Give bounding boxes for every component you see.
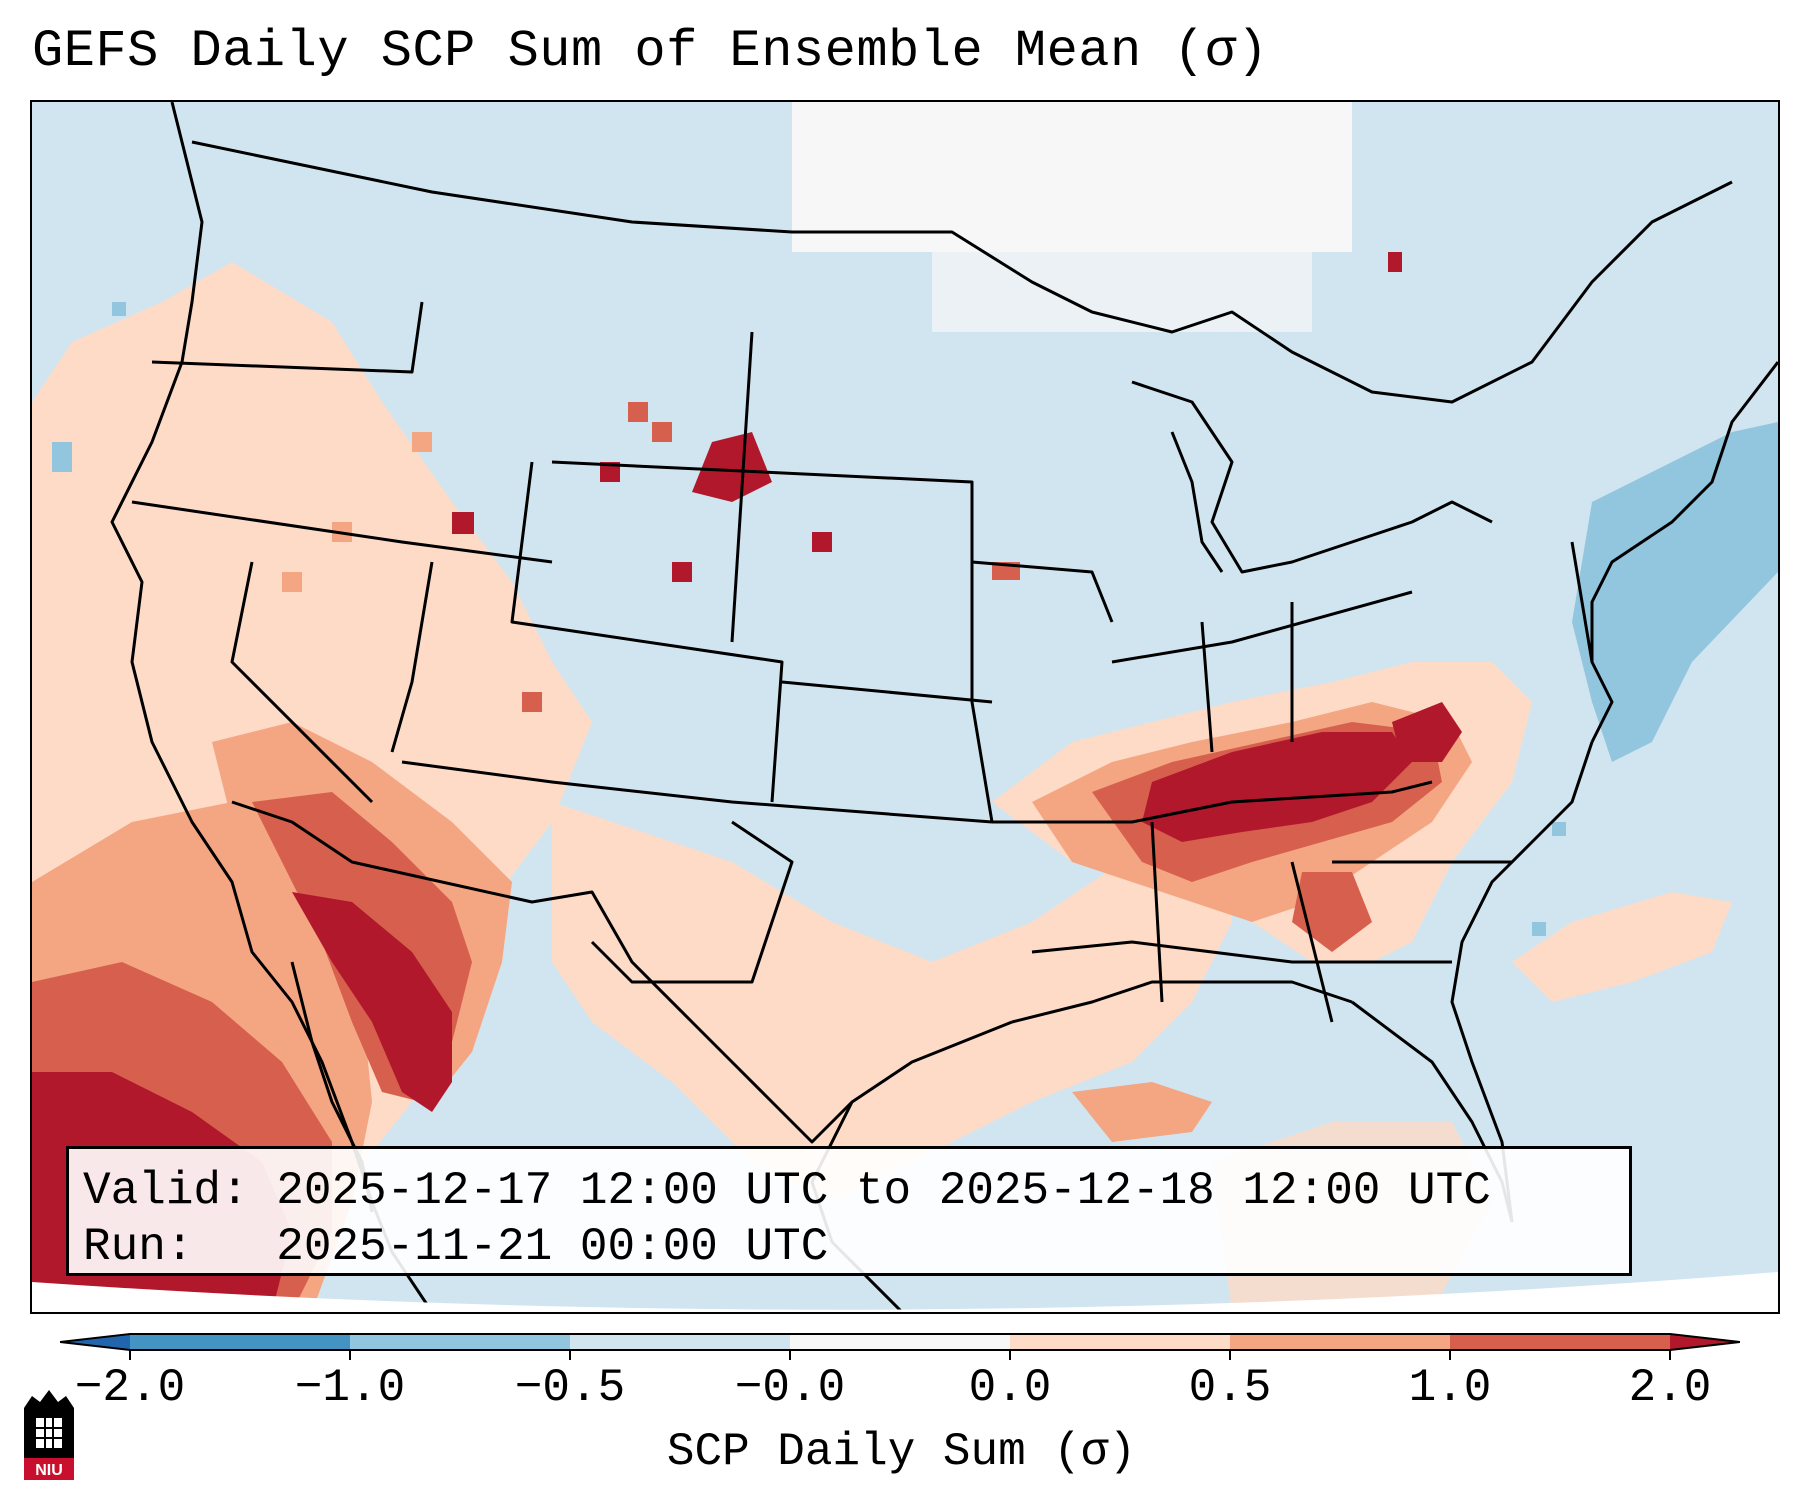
colorbar-tick-label: −0.0 (734, 1362, 846, 1414)
state-line-16 (1150, 821, 1164, 1003)
state-line-6 (510, 461, 784, 803)
map-boundaries (110, 102, 1778, 1312)
canada-border-line (191, 140, 1733, 404)
colorbar-segment (570, 1334, 791, 1350)
colorbar-tick-label: 2.0 (1628, 1362, 1712, 1414)
state-line-9 (781, 680, 993, 704)
state-line-13 (1111, 590, 1413, 664)
state-line-19 (590, 820, 794, 984)
state-line-4 (390, 561, 434, 753)
colorbar-segment (350, 1334, 571, 1350)
colorbar-extend-low (60, 1334, 130, 1350)
state-line-14 (1200, 621, 1214, 753)
colorbar-tick-label: −1.0 (294, 1362, 406, 1414)
gulf-north-coast (1011, 980, 1353, 1024)
colorbar-extend-high (1670, 1334, 1740, 1350)
colorbar-tick-label: −2.0 (74, 1362, 186, 1414)
map-panel (30, 100, 1780, 1314)
field-near-zero-canada (792, 102, 1352, 332)
great-lakes-line (1131, 380, 1493, 574)
colorbar-segments (60, 1333, 1740, 1360)
colorbar-segment (1450, 1334, 1671, 1350)
state-line-10 (971, 560, 1114, 623)
east-coast-line (1590, 361, 1778, 743)
projection-edge (32, 1272, 1778, 1312)
colorbar-tick-label: 1.0 (1408, 1362, 1492, 1414)
state-line-3 (230, 561, 374, 804)
colorbar-label: SCP Daily Sum (σ) (666, 1426, 1137, 1478)
colorbar-segment (1010, 1334, 1231, 1350)
valid-run-info-box: Valid: 2025-12-17 12:00 UTC to 2025-12-1… (66, 1146, 1632, 1276)
colorbar-tick-label: −0.5 (514, 1362, 626, 1414)
lake-michigan-line (1170, 431, 1224, 573)
run-time-line: Run: 2025-11-21 00:00 UTC (83, 1221, 829, 1273)
state-line-18 (1570, 541, 1594, 663)
state-line-8 (551, 460, 994, 823)
colorbar-segment (1230, 1334, 1451, 1350)
niu-logo: NIU (24, 1390, 74, 1480)
colorbar-tick-label: 0.5 (1188, 1362, 1272, 1414)
field-atlantic-negative (1572, 422, 1778, 762)
state-line-11 (992, 780, 1433, 824)
logo-text: NIU (35, 1462, 63, 1479)
colorbar-tick-label: 0.0 (968, 1362, 1052, 1414)
colorbar (60, 1333, 1740, 1360)
state-line-1 (151, 301, 424, 374)
state-line-7 (730, 331, 754, 643)
state-line-17 (1290, 861, 1334, 1023)
state-line-12 (1031, 940, 1452, 964)
chart-title: GEFS Daily SCP Sum of Ensemble Mean (σ) (32, 22, 1269, 81)
colorbar-segment (130, 1334, 351, 1350)
logo-badge (24, 1458, 74, 1480)
florida-east-line (1450, 741, 1594, 1223)
logo-window-grid (36, 1418, 62, 1448)
state-line-2 (131, 500, 553, 564)
valid-time-line: Valid: 2025-12-17 12:00 UTC to 2025-12-1… (83, 1165, 1491, 1217)
scp-map (32, 102, 1778, 1312)
colorbar-segment (790, 1334, 1011, 1350)
state-line-5 (401, 760, 993, 824)
mexico-border-line (231, 800, 1013, 1144)
